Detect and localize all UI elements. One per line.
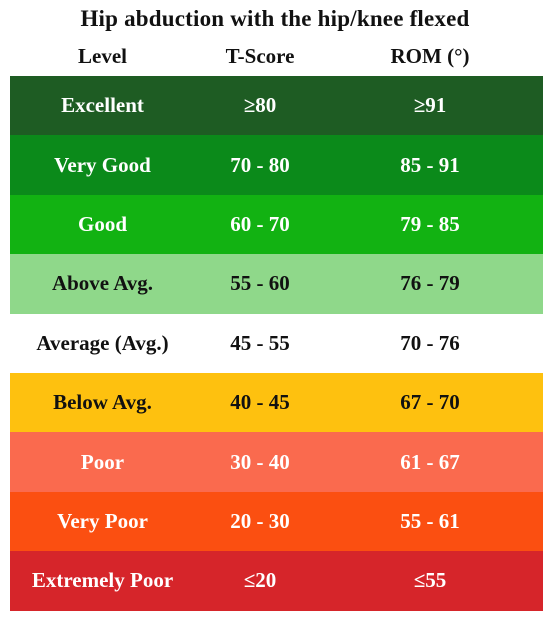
table-row: Average (Avg.) 45 - 55 70 - 76 — [10, 313, 543, 373]
tscore-cell: 60 - 70 — [230, 211, 290, 236]
table-row: Very Poor 20 - 30 55 - 61 — [10, 491, 543, 552]
table-row: Above Avg. 55 - 60 76 - 79 — [10, 254, 543, 314]
level-cell: Above Avg. — [51, 271, 154, 296]
tscore-cell: 20 - 30 — [230, 508, 290, 533]
level-cell: Poor — [80, 449, 125, 474]
rom-cell: 79 - 85 — [400, 211, 460, 236]
table-header: Level T-Score ROM (°) — [10, 44, 543, 74]
table-row: Very Good 70 - 80 85 - 91 — [10, 135, 543, 195]
level-cell: Very Poor — [57, 508, 148, 533]
level-cell: Average (Avg.) — [36, 330, 169, 355]
rom-cell: ≥91 — [413, 93, 447, 118]
rom-cell: 55 - 61 — [400, 508, 460, 533]
tscore-cell: ≥80 — [243, 93, 277, 118]
level-cell: Excellent — [61, 93, 144, 118]
table-row: Good 60 - 70 79 - 85 — [10, 194, 543, 255]
level-cell: Very Good — [54, 152, 151, 177]
rom-cell: 67 - 70 — [400, 390, 460, 415]
table-row: Poor 30 - 40 61 - 67 — [10, 432, 543, 492]
page-title: Hip abduction with the hip/knee flexed — [80, 6, 470, 31]
rom-cell: 61 - 67 — [400, 449, 460, 474]
rom-cell: 70 - 76 — [400, 330, 460, 355]
level-cell: Good — [77, 211, 127, 236]
table-row: Below Avg. 40 - 45 67 - 70 — [10, 372, 543, 433]
header-tscore: T-Score — [225, 44, 295, 68]
rom-cell: ≤55 — [413, 568, 447, 593]
header-level: Level — [78, 44, 127, 68]
header-rom: ROM (°) — [390, 44, 470, 68]
tscore-cell: ≤20 — [243, 568, 277, 593]
level-cell: Below Avg. — [53, 390, 152, 415]
tscore-cell: 70 - 80 — [230, 152, 290, 177]
level-cell: Extremely Poor — [31, 568, 174, 593]
tscore-cell: 45 - 55 — [230, 330, 290, 355]
rom-cell: 76 - 79 — [400, 271, 460, 296]
table-row: Extremely Poor ≤20 ≤55 — [10, 551, 543, 611]
table-row: Excellent ≥80 ≥91 — [10, 76, 543, 136]
tscore-cell: 40 - 45 — [230, 390, 290, 415]
score-table: Excellent ≥80 ≥91 Very Good 70 - 80 85 -… — [10, 76, 543, 611]
tscore-cell: 55 - 60 — [230, 271, 290, 296]
tscore-cell: 30 - 40 — [230, 449, 290, 474]
rom-cell: 85 - 91 — [400, 152, 460, 177]
